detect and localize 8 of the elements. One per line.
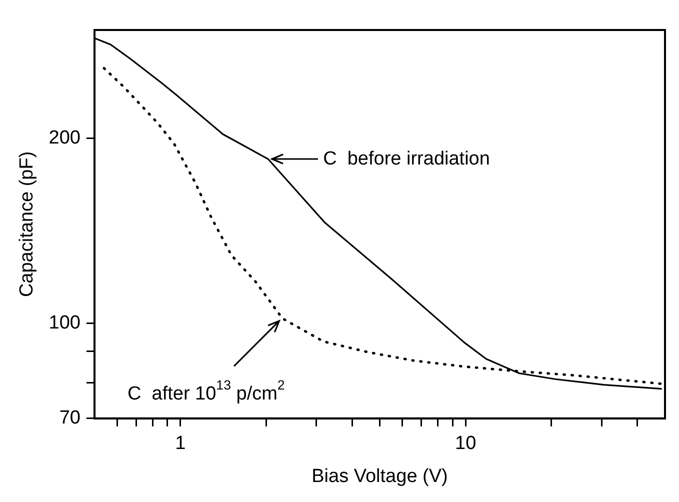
x-axis-title: Bias Voltage (V) [312, 466, 448, 487]
y-tick-label: 70 [59, 408, 80, 429]
annotation: C before irradiation [323, 148, 490, 170]
y-tick-label: 200 [48, 127, 80, 148]
y-tick-label: 100 [48, 312, 80, 334]
y-axis-title: Capacitance (pF) [16, 151, 38, 298]
x-tick-label: 10 [455, 433, 476, 454]
x-tick-label: 1 [175, 433, 186, 454]
